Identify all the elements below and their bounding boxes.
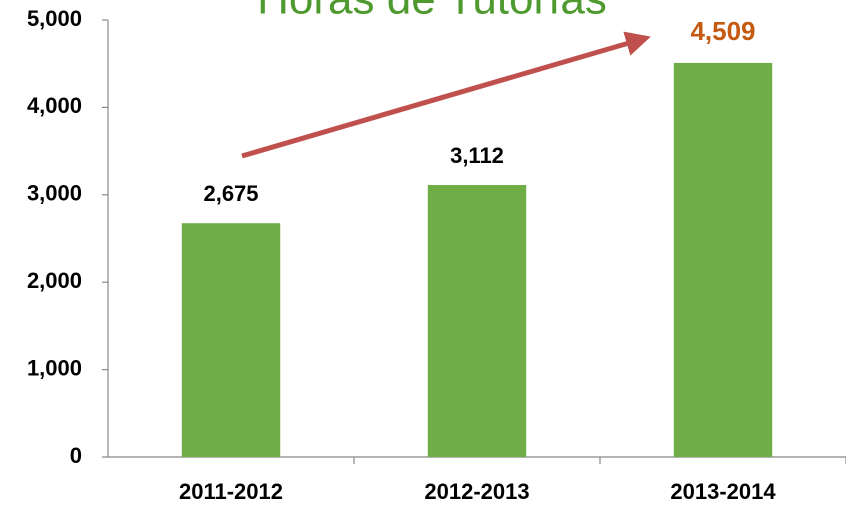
bar <box>181 223 281 457</box>
x-tick-label: 2011-2012 <box>179 479 283 504</box>
value-label: 3,112 <box>450 143 504 168</box>
y-tick-label: 2,000 <box>27 268 82 293</box>
y-tick-label: 1,000 <box>27 355 82 380</box>
bar <box>673 62 773 458</box>
y-tick-label: 4,000 <box>27 93 82 118</box>
y-tick-label: 5,000 <box>27 6 82 31</box>
value-label: 4,509 <box>690 16 755 46</box>
chart-title: Horas de Tutorías <box>257 0 607 24</box>
y-tick-label: 3,000 <box>27 181 82 206</box>
x-tick-label: 2012-2013 <box>424 479 529 504</box>
trend-arrow <box>241 31 651 159</box>
y-tick-label: 0 <box>70 443 82 468</box>
x-tick-label: 2013-2014 <box>670 479 776 504</box>
value-label: 2,675 <box>203 181 258 206</box>
bar <box>427 185 527 457</box>
